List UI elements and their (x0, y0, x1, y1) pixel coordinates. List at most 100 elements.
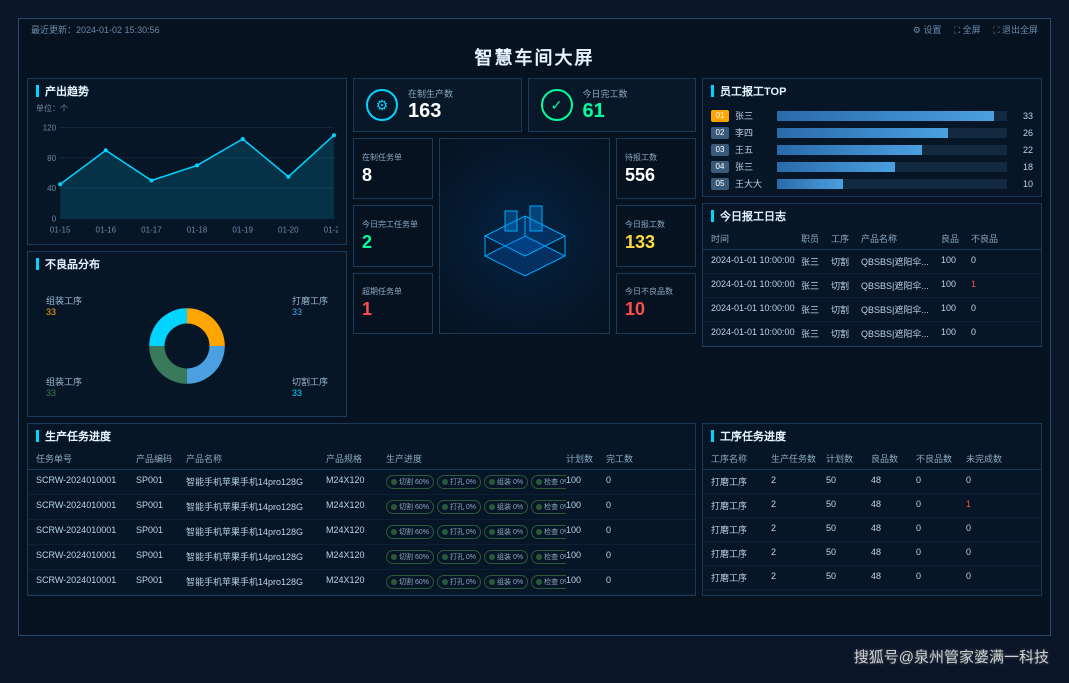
stat-value: 1 (362, 299, 424, 320)
table-row[interactable]: 2024-01-01 10:00:00张三切割QBSBS|遮阳伞...1000 (703, 298, 1041, 322)
kpi-icon: ⚙ (366, 89, 398, 121)
stat-value: 133 (625, 232, 687, 253)
progress-pill: 组装 0% (484, 525, 528, 539)
kpi-card: ⚙ 在制生产数 163 (353, 78, 522, 132)
stat-label: 超期任务单 (362, 286, 424, 297)
table-row[interactable]: SCRW-2024010001SP001智能手机苹果手机14pro128GM24… (28, 470, 695, 495)
progress-pill: 检查 0% (531, 575, 566, 589)
stat-box: 超期任务单 1 (353, 273, 433, 334)
dashboard-frame: 最近更新：2024-01-02 15:30:56 ⚙ 设置 ⛶ 全屏 ⛶ 退出全… (18, 18, 1051, 636)
donut-label: 组装工序33 (46, 294, 82, 317)
topbar-actions: ⚙ 设置 ⛶ 全屏 ⛶ 退出全屏 (903, 23, 1038, 36)
worker-bar-row: 02 李四 26 (703, 124, 1041, 141)
table-row[interactable]: SCRW-2024010001SP001智能手机苹果手机14pro128GM24… (28, 495, 695, 520)
col-header: 不良品 (971, 232, 1007, 245)
table-row[interactable]: 打磨工序2504800 (703, 518, 1041, 542)
rank-badge: 02 (711, 127, 729, 139)
table-row[interactable]: SCRW-2024010001SP001智能手机苹果手机14pro128GM24… (28, 570, 695, 595)
kpi-label: 今日完工数 (583, 87, 628, 100)
svg-text:01-16: 01-16 (95, 225, 116, 234)
cell: SCRW-2024010001 (36, 475, 136, 489)
bar-value: 26 (1013, 128, 1033, 138)
donut-label: 切割工序33 (292, 375, 328, 398)
cell: SP001 (136, 575, 186, 589)
table-header: 任务单号产品编码产品名称产品规格生产进度计划数完工数 (28, 448, 695, 470)
cell: 48 (871, 523, 916, 536)
cell: 100 (566, 525, 606, 539)
cell: 50 (826, 499, 871, 512)
cell: SCRW-2024010001 (36, 550, 136, 564)
cell: 智能手机苹果手机14pro128G (186, 550, 326, 564)
table-row[interactable]: 2024-01-01 10:00:00张三切割QBSBS|遮阳伞...1000 (703, 322, 1041, 346)
progress-pills: 切割 60%打孔 0%组装 0%检查 0% (386, 550, 566, 564)
col-header: 产品名称 (861, 232, 941, 245)
stat-label: 今日完工任务单 (362, 219, 424, 230)
stat-label: 待报工数 (625, 152, 687, 163)
table-row[interactable]: 打磨工序2504800 (703, 566, 1041, 590)
cell: SCRW-2024010001 (36, 525, 136, 539)
cell: SP001 (136, 550, 186, 564)
settings-button[interactable]: ⚙ 设置 (913, 25, 942, 35)
cell: 48 (871, 571, 916, 584)
svg-text:120: 120 (43, 124, 57, 133)
cell: 50 (826, 571, 871, 584)
progress-pill: 检查 0% (531, 475, 566, 489)
exit-fullscreen-button[interactable]: ⛶ 退出全屏 (993, 25, 1038, 35)
cell: 100 (941, 255, 971, 268)
svg-text:01-21: 01-21 (324, 225, 338, 234)
task-progress-title: 生产任务进度 (28, 424, 695, 448)
col-header: 工序 (831, 232, 861, 245)
cell: 48 (871, 499, 916, 512)
cell: 2024-01-01 10:00:00 (711, 327, 801, 340)
log-panel: 今日报工日志 时间职员工序产品名称良品不良品2024-01-01 10:00:0… (702, 203, 1042, 347)
cell: 2 (771, 499, 826, 512)
trend-chart: 0408012001-1501-1601-1701-1801-1901-2001… (28, 114, 346, 244)
bar-track (777, 128, 1007, 138)
trend-title: 产出趋势 (28, 79, 346, 103)
stat-value: 2 (362, 232, 424, 253)
cell: 2024-01-01 10:00:00 (711, 279, 801, 292)
cell: 打磨工序 (711, 571, 771, 584)
table-row[interactable]: 打磨工序2504800 (703, 542, 1041, 566)
table-row[interactable]: 2024-01-01 10:00:00张三切割QBSBS|遮阳伞...1000 (703, 250, 1041, 274)
svg-text:01-18: 01-18 (187, 225, 208, 234)
cell: M24X120 (326, 475, 386, 489)
cell: 打磨工序 (711, 547, 771, 560)
progress-pill: 打孔 0% (437, 475, 481, 489)
table-row[interactable]: SCRW-2024010001SP001智能手机苹果手机14pro128GM24… (28, 520, 695, 545)
progress-pill: 切割 60% (386, 525, 434, 539)
progress-pill: 检查 0% (531, 525, 566, 539)
topbar: 最近更新：2024-01-02 15:30:56 ⚙ 设置 ⛶ 全屏 ⛶ 退出全… (19, 19, 1050, 40)
table-row[interactable]: 2024-01-01 10:00:00张三切割QBSBS|遮阳伞...1001 (703, 274, 1041, 298)
cell: M24X120 (326, 500, 386, 514)
progress-pill: 切割 60% (386, 550, 434, 564)
cell: 48 (871, 547, 916, 560)
rank-badge: 04 (711, 161, 729, 173)
progress-pills: 切割 60%打孔 0%组装 0%检查 0% (386, 575, 566, 589)
progress-pills: 切割 60%打孔 0%组装 0%检查 0% (386, 475, 566, 489)
table-row[interactable]: 打磨工序2504800 (703, 470, 1041, 494)
cell: 0 (606, 575, 646, 589)
col-header: 职员 (801, 232, 831, 245)
cell: SP001 (136, 475, 186, 489)
worker-name: 王五 (735, 143, 771, 156)
top-workers-panel: 员工报工TOP 01 张三 33 02 李四 26 03 王五 22 04 张三… (702, 78, 1042, 197)
worker-bar-row: 05 王大大 10 (703, 175, 1041, 192)
svg-text:01-19: 01-19 (232, 225, 253, 234)
table-row[interactable]: SCRW-2024010001SP001智能手机苹果手机14pro128GM24… (28, 545, 695, 570)
fullscreen-button[interactable]: ⛶ 全屏 (954, 25, 981, 35)
cell: 100 (566, 575, 606, 589)
cell: 2 (771, 523, 826, 536)
col-header: 任务单号 (36, 452, 136, 465)
bar-track (777, 162, 1007, 172)
svg-text:01-15: 01-15 (50, 225, 71, 234)
bar-fill (777, 111, 994, 121)
cell: M24X120 (326, 550, 386, 564)
table-row[interactable]: 打磨工序2504801 (703, 494, 1041, 518)
stat-box: 在制任务单 8 (353, 138, 433, 199)
cell: 智能手机苹果手机14pro128G (186, 475, 326, 489)
cell: QBSBS|遮阳伞... (861, 303, 941, 316)
kpi-icon: ✓ (541, 89, 573, 121)
progress-pill: 组装 0% (484, 575, 528, 589)
kpi-row: ⚙ 在制生产数 163 ✓ 今日完工数 61 (353, 78, 696, 132)
